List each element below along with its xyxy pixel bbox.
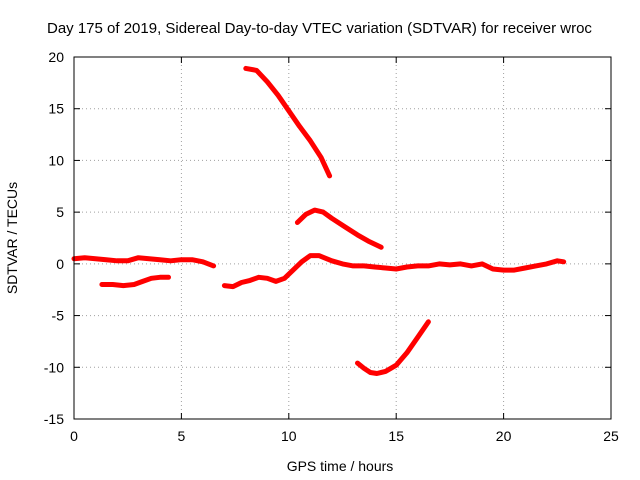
y-tick-label: 5 — [56, 204, 64, 220]
y-axis-label: SDTVAR / TECUs — [4, 182, 20, 294]
y-tick-label: 15 — [48, 101, 64, 117]
series-arc-6 — [355, 319, 431, 376]
y-tick-label: -5 — [52, 308, 65, 324]
series-layer — [71, 65, 567, 376]
y-tick-label: 0 — [56, 256, 64, 272]
x-axis-label: GPS time / hours — [287, 458, 394, 474]
x-tick-label: 20 — [496, 428, 512, 444]
x-tick-label: 25 — [603, 428, 619, 444]
y-tick-label: -15 — [44, 411, 64, 427]
y-tick-label: 20 — [48, 49, 64, 65]
x-tick-label: 10 — [281, 428, 297, 444]
x-tick-label: 15 — [388, 428, 404, 444]
y-tick-label: 10 — [48, 152, 64, 168]
series-arc-2 — [99, 274, 171, 289]
ticks: 0 5 10 15 20 25 -15 -10 -5 0 5 10 15 20 — [44, 49, 619, 444]
x-tick-label: 0 — [70, 428, 78, 444]
y-tick-label: -10 — [44, 359, 64, 375]
plot-frame — [73, 56, 612, 420]
chart-title: Day 175 of 2019, Sidereal Day-to-day VTE… — [47, 20, 592, 37]
series-arc-5 — [294, 207, 384, 250]
series-arc-4 — [243, 65, 333, 179]
x-tick-label: 5 — [178, 428, 186, 444]
series-arc-1 — [71, 255, 217, 269]
grid — [74, 57, 611, 419]
series-arc-3 — [221, 253, 567, 290]
